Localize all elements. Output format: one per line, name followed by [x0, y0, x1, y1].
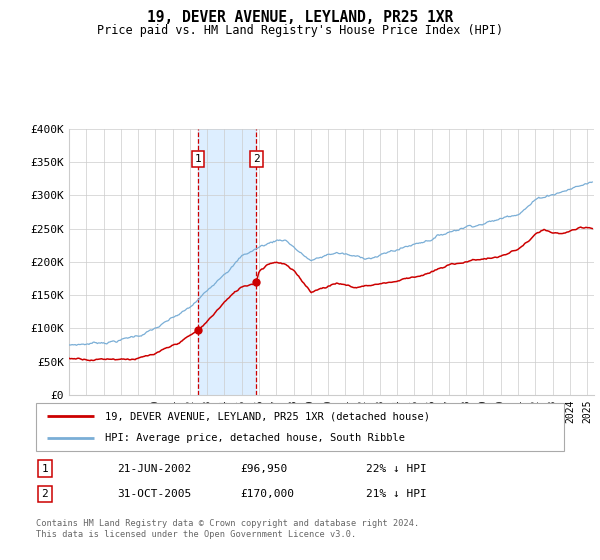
Text: 2: 2 — [253, 154, 259, 164]
Text: 19, DEVER AVENUE, LEYLAND, PR25 1XR: 19, DEVER AVENUE, LEYLAND, PR25 1XR — [147, 10, 453, 25]
FancyBboxPatch shape — [36, 403, 564, 451]
Text: 21% ↓ HPI: 21% ↓ HPI — [366, 489, 427, 499]
Text: 31-OCT-2005: 31-OCT-2005 — [117, 489, 191, 499]
Text: 22% ↓ HPI: 22% ↓ HPI — [366, 464, 427, 474]
Text: Contains HM Land Registry data © Crown copyright and database right 2024.
This d: Contains HM Land Registry data © Crown c… — [36, 519, 419, 539]
Text: Price paid vs. HM Land Registry's House Price Index (HPI): Price paid vs. HM Land Registry's House … — [97, 24, 503, 37]
Text: 1: 1 — [41, 464, 49, 474]
Text: 21-JUN-2002: 21-JUN-2002 — [117, 464, 191, 474]
Text: 2: 2 — [41, 489, 49, 499]
Bar — [198, 129, 256, 395]
Text: £170,000: £170,000 — [240, 489, 294, 499]
Text: £96,950: £96,950 — [240, 464, 287, 474]
Text: 1: 1 — [194, 154, 202, 164]
Text: 19, DEVER AVENUE, LEYLAND, PR25 1XR (detached house): 19, DEVER AVENUE, LEYLAND, PR25 1XR (det… — [104, 411, 430, 421]
Text: HPI: Average price, detached house, South Ribble: HPI: Average price, detached house, Sout… — [104, 433, 404, 443]
